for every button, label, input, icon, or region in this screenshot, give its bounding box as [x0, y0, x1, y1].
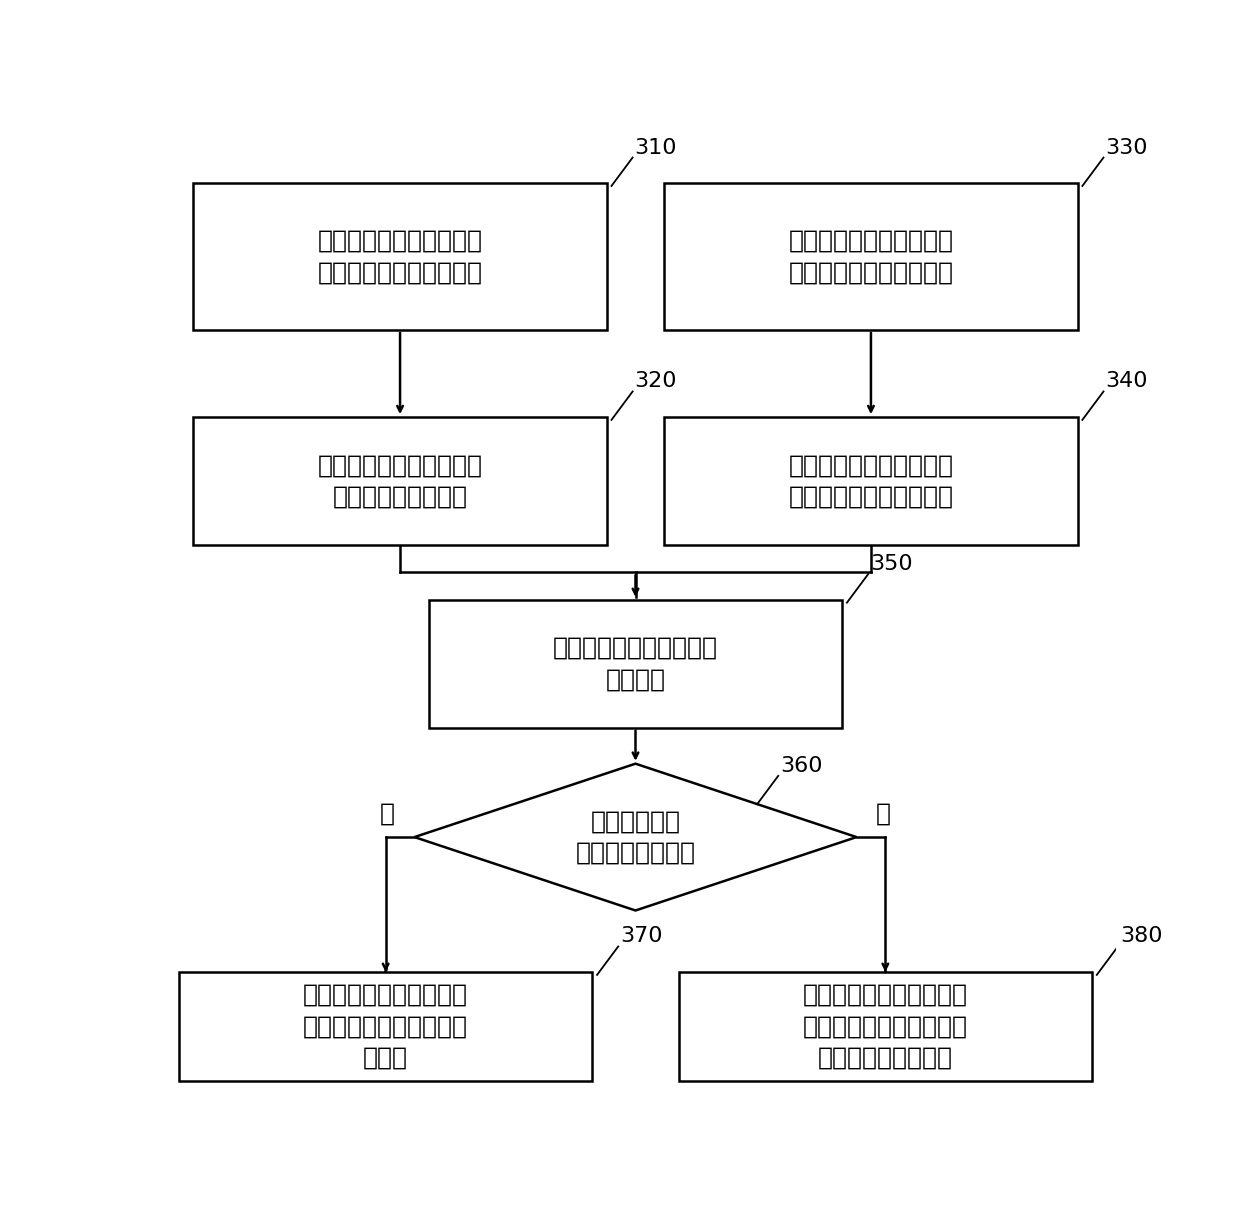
Bar [193, 417, 606, 545]
Text: 330: 330 [1105, 138, 1148, 157]
Text: 实时或周期性地探测服务
器网盘目录项的变化操作: 实时或周期性地探测服务 器网盘目录项的变化操作 [789, 229, 954, 284]
Text: 同步任务之间
是否存在依赖关系: 同步任务之间 是否存在依赖关系 [575, 809, 696, 865]
Bar [678, 972, 1092, 1081]
Bar [665, 183, 1078, 330]
Text: 将不存在依赖关系的同步
任务分配给不同的线程并
行执行: 将不存在依赖关系的同步 任务分配给不同的线程并 行执行 [303, 983, 469, 1070]
Text: 实时或周期性地监测本地
的网盘目录项的变化操作: 实时或周期性地监测本地 的网盘目录项的变化操作 [317, 229, 482, 284]
Text: 将上述同步任务放入到同
步队列中: 将上述同步任务放入到同 步队列中 [553, 636, 718, 691]
Text: 360: 360 [780, 756, 822, 776]
Text: 340: 340 [1105, 371, 1148, 391]
Text: 是: 是 [381, 802, 396, 825]
Text: 将本地的网盘目录的变化
操作转换为同步任务: 将本地的网盘目录的变化 操作转换为同步任务 [317, 453, 482, 509]
Bar [429, 600, 842, 728]
Text: 将服务器的网盘目录项的
变化操作转换为同步任务: 将服务器的网盘目录项的 变化操作转换为同步任务 [789, 453, 954, 509]
Bar [193, 183, 606, 330]
Text: 380: 380 [1120, 926, 1162, 946]
Polygon shape [414, 764, 857, 910]
Text: 350: 350 [870, 555, 913, 574]
Text: 将存在依赖关系的同步任
务分配给同一线程，并按
照依赖关系顺序执行: 将存在依赖关系的同步任 务分配给同一线程，并按 照依赖关系顺序执行 [802, 983, 968, 1070]
Text: 否: 否 [875, 802, 890, 825]
Bar [665, 417, 1078, 545]
Text: 370: 370 [620, 926, 662, 946]
Bar [179, 972, 593, 1081]
Text: 320: 320 [635, 371, 677, 391]
Text: 310: 310 [635, 138, 677, 157]
